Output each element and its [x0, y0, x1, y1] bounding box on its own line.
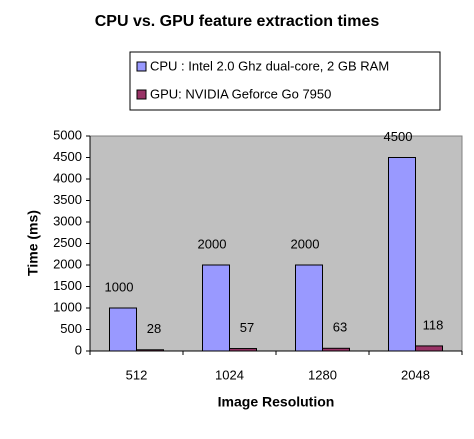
y-tick-label: 4500 — [53, 149, 82, 164]
bar — [322, 347, 350, 352]
y-tick-label: 2500 — [53, 235, 82, 250]
bar — [202, 264, 230, 352]
bar — [415, 345, 443, 352]
legend-swatch — [136, 89, 147, 100]
y-tick-label: 1000 — [53, 299, 82, 314]
data-label: 57 — [240, 320, 254, 335]
legend-box — [129, 51, 441, 111]
y-axis-title: Time (ms) — [25, 210, 41, 276]
y-tick-label: 3500 — [53, 192, 82, 207]
bar — [295, 264, 323, 352]
legend-swatch — [136, 61, 147, 72]
data-label: 118 — [423, 317, 444, 332]
x-tick-label: 512 — [126, 367, 148, 382]
x-tick-label: 2048 — [401, 367, 430, 382]
chart-title: CPU vs. GPU feature extraction times — [95, 13, 380, 30]
x-tick-label: 1024 — [215, 367, 244, 382]
data-label: 28 — [147, 321, 161, 336]
bar — [388, 157, 416, 352]
legend-label: CPU : Intel 2.0 Ghz dual-core, 2 GB RAM — [150, 58, 389, 73]
y-tick-label: 0 — [75, 342, 82, 357]
data-label: 63 — [333, 320, 347, 335]
bar — [109, 307, 137, 352]
x-axis-title: Image Resolution — [218, 394, 335, 410]
data-label: 2000 — [198, 236, 227, 251]
legend-label: GPU: NVIDIA Geforce Go 7950 — [150, 86, 331, 101]
y-tick-label: 2000 — [53, 256, 82, 271]
x-tick-label: 1280 — [308, 367, 337, 382]
bar — [136, 349, 164, 352]
y-tick-label: 4000 — [53, 170, 82, 185]
y-tick-label: 3000 — [53, 213, 82, 228]
y-tick-label: 1500 — [53, 278, 82, 293]
y-tick-label: 5000 — [53, 127, 82, 142]
y-tick-label: 500 — [60, 321, 82, 336]
data-label: 4500 — [384, 129, 413, 144]
bar — [229, 348, 257, 352]
data-label: 2000 — [291, 236, 320, 251]
data-label: 1000 — [105, 279, 134, 294]
